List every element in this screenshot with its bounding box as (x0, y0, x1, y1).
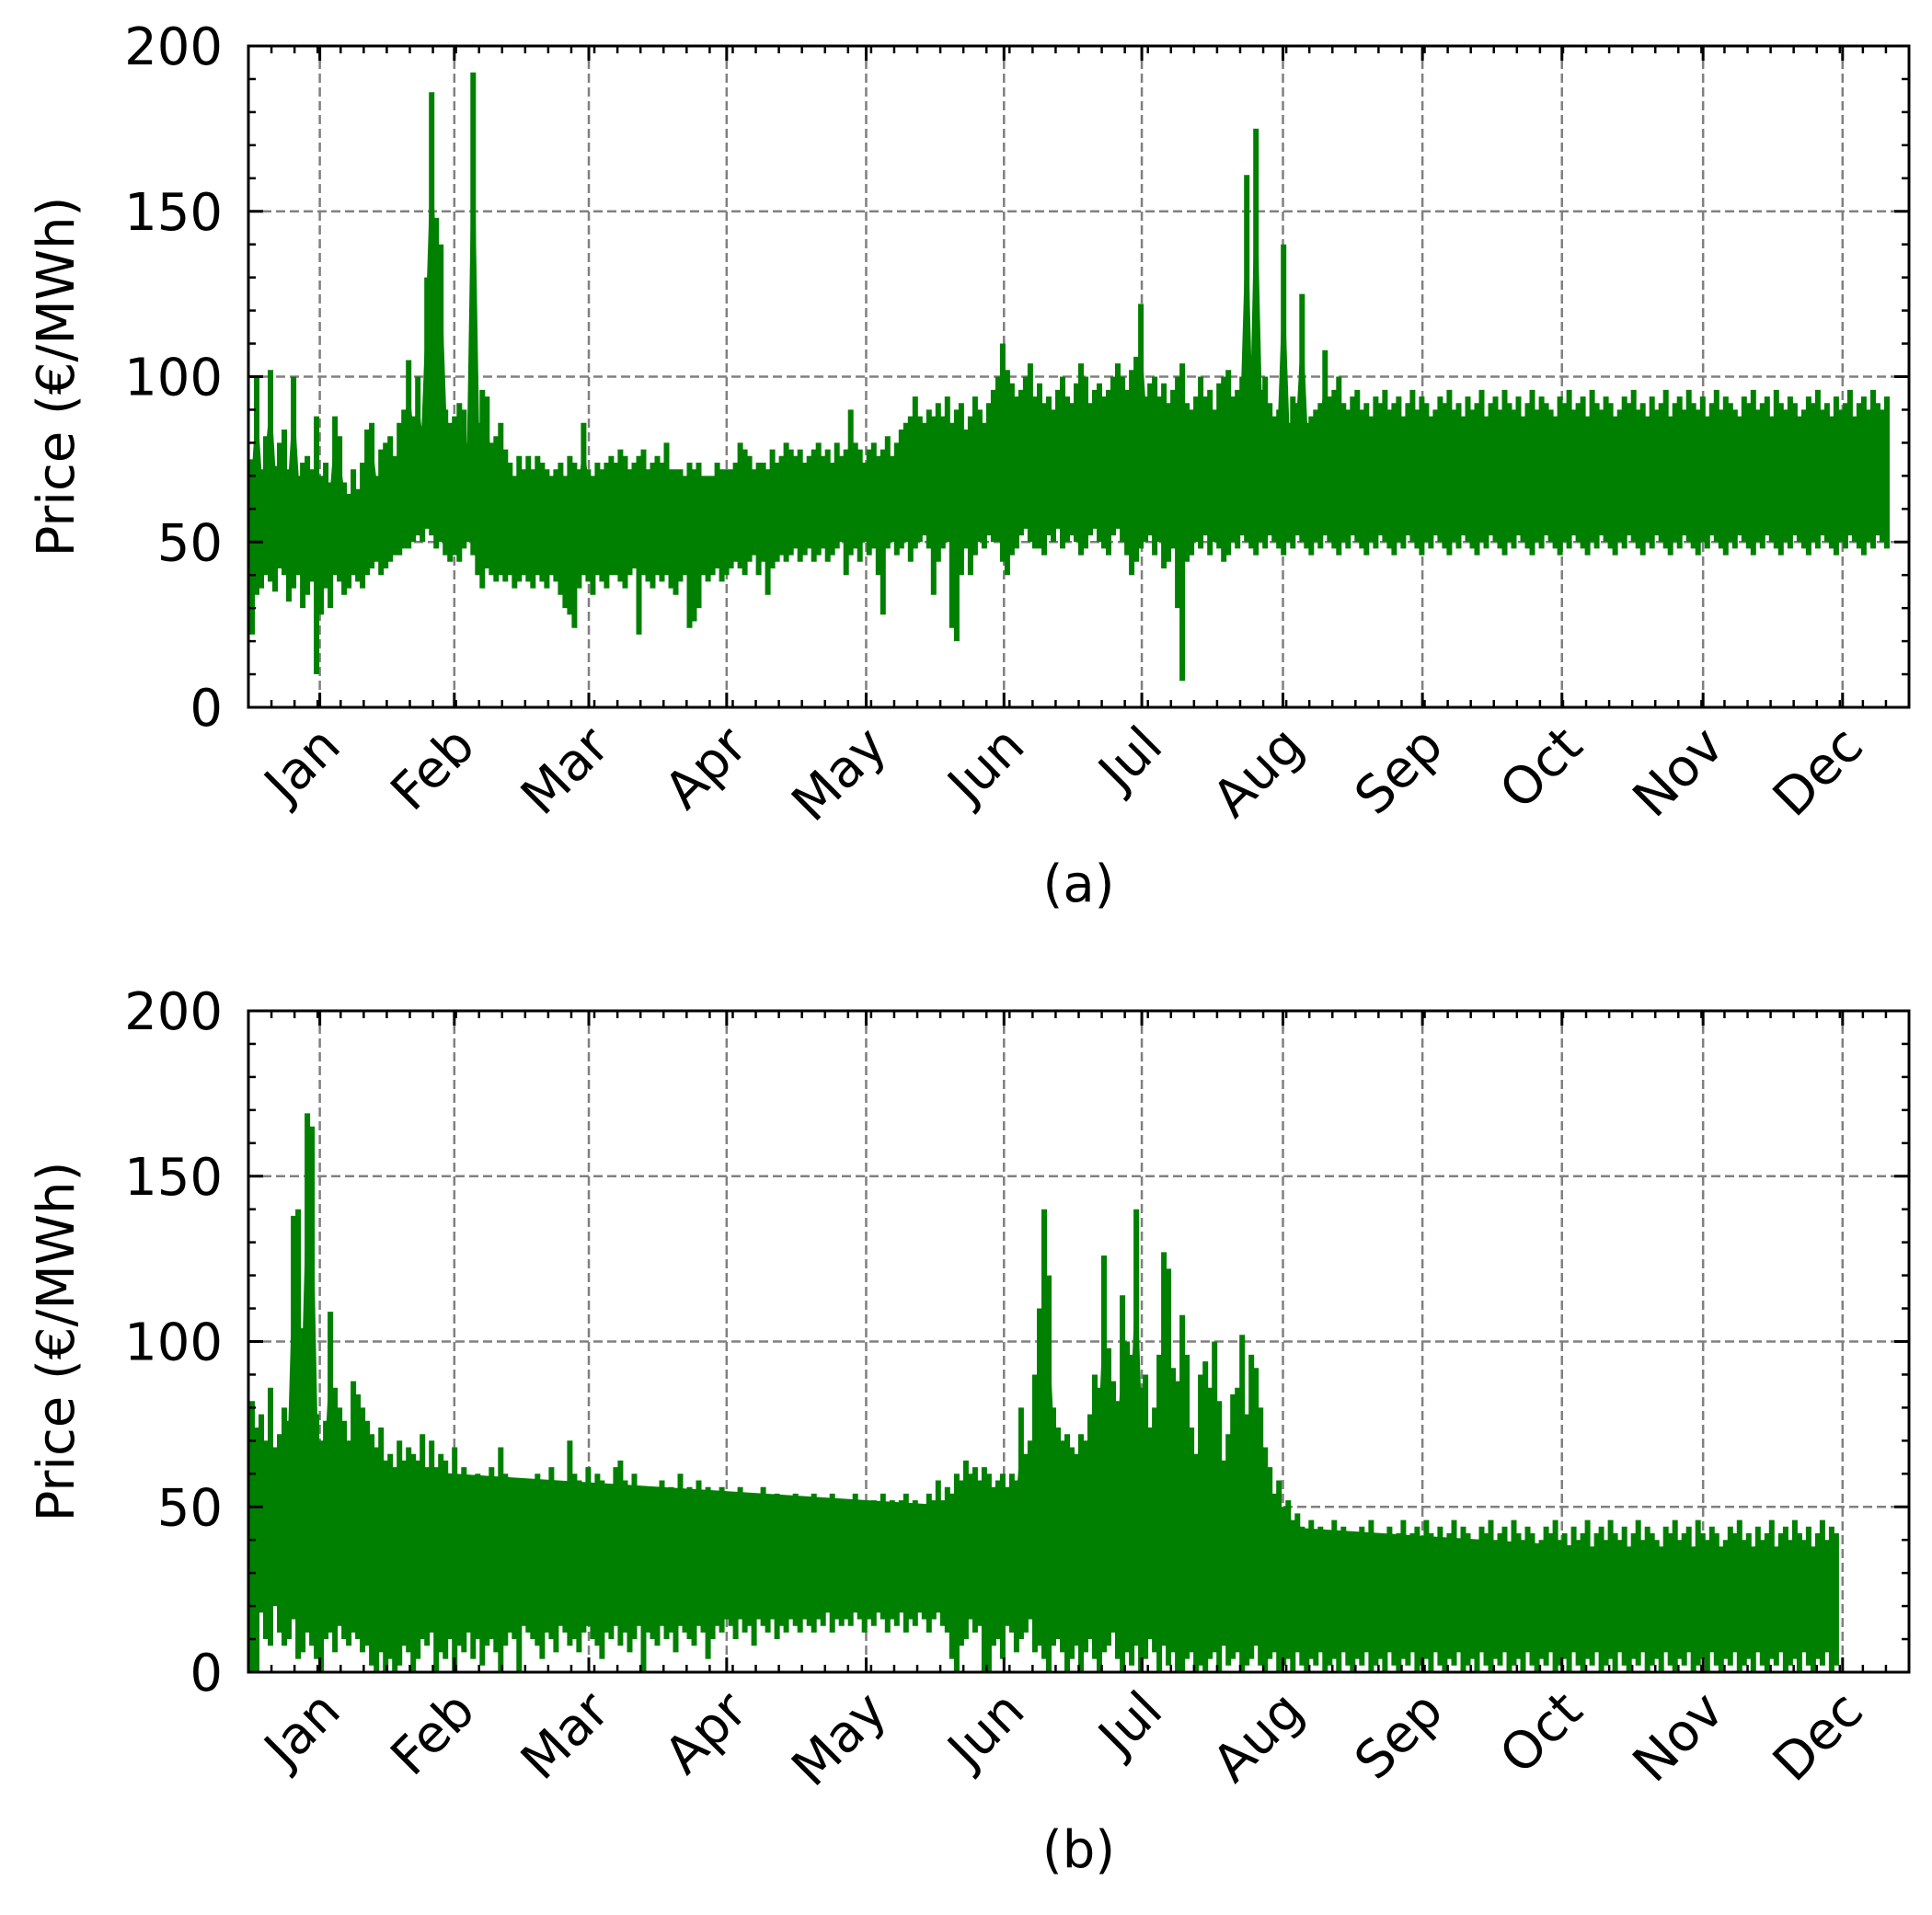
x-tick-label: Feb (380, 716, 487, 822)
y-tick-label: 150 (124, 183, 223, 243)
x-tick-label: Dec (1762, 1680, 1875, 1794)
y-axis-label: Price (€/MWh) (27, 197, 86, 557)
x-tick-label: Apr (653, 715, 759, 820)
x-tick-label: Jun (935, 716, 1036, 817)
x-tick-label: Nov (1622, 716, 1735, 829)
y-tick-label: 200 (124, 982, 223, 1042)
x-tick-label: Feb (380, 1680, 487, 1787)
y-tick-label: 200 (124, 17, 223, 77)
x-tick-label: Mar (510, 715, 621, 826)
x-tick-label: Jun (935, 1680, 1036, 1782)
y-tick-label: 0 (190, 679, 223, 739)
x-tick-label: Apr (653, 1680, 759, 1785)
panel-caption: (b) (1042, 1820, 1115, 1880)
x-tick-label: Jan (251, 1680, 351, 1781)
x-tick-label: Oct (1489, 716, 1593, 820)
price-series-band (250, 178, 1889, 522)
panel-caption: (a) (1042, 854, 1114, 914)
y-tick-label: 100 (124, 1313, 223, 1373)
y-tick-label: 50 (157, 513, 223, 573)
x-tick-label: Dec (1762, 716, 1875, 829)
x-tick-label: Mar (510, 1680, 621, 1791)
y-tick-label: 100 (124, 349, 223, 408)
x-tick-label: Sep (1343, 716, 1455, 827)
y-tick-label: 150 (124, 1148, 223, 1208)
y-axis-label: Price (€/MWh) (27, 1162, 86, 1522)
x-tick-label: Oct (1489, 1680, 1593, 1785)
x-tick-label: Aug (1202, 716, 1315, 829)
x-tick-label: May (781, 716, 899, 833)
x-tick-label: May (781, 1680, 899, 1798)
x-tick-label: Jul (1086, 716, 1174, 804)
y-tick-label: 0 (190, 1644, 223, 1703)
x-tick-label: Jan (251, 716, 351, 816)
price-series-band (250, 1226, 1838, 1581)
x-tick-label: Aug (1202, 1680, 1315, 1794)
y-tick-label: 50 (157, 1478, 223, 1538)
x-tick-label: Sep (1343, 1680, 1455, 1792)
x-tick-label: Jul (1086, 1680, 1174, 1769)
x-tick-label: Nov (1622, 1680, 1735, 1794)
